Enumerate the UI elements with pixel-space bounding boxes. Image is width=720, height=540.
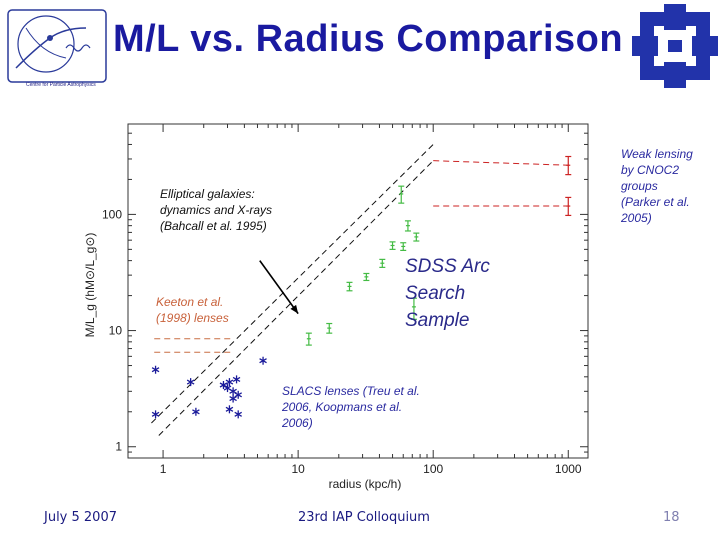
slacs-asterisk-point <box>229 394 237 403</box>
annotation-sdss: SDSS Arc Search Sample <box>405 256 495 331</box>
weak-lensing-errorbar-point <box>565 196 572 217</box>
axes: 1 10 100 1000 1 10 100 <box>102 123 589 476</box>
y-tick-label: 100 <box>102 207 122 221</box>
slacs-asterisk-point <box>232 375 241 384</box>
annotation-sdss-line3: Sample <box>405 310 469 331</box>
sdss-errorbar-point <box>389 241 396 250</box>
asterisk-stroke <box>232 376 241 382</box>
annotation-elliptical: Elliptical galaxies: dynamics and X-rays… <box>160 187 275 233</box>
annotation-elliptical-line2: dynamics and X-rays <box>160 203 272 217</box>
asterisk-stroke <box>259 358 267 364</box>
annotation-elliptical-line1: Elliptical galaxies: <box>160 187 255 201</box>
asterisk-stroke <box>192 409 200 415</box>
cpa-logo-caption: Centre for Particle Astrophysics <box>26 82 96 88</box>
arrow-head <box>290 304 299 314</box>
asterisk-stroke <box>234 392 243 398</box>
sdss-errorbar-point <box>305 332 312 346</box>
slacs-asterisk-point <box>225 378 234 387</box>
asterisk-stroke <box>229 388 237 394</box>
cpa-logo: Centre for Particle Astrophysics <box>6 8 116 92</box>
dashed-guide-line <box>151 144 434 424</box>
x-tick-label: 1000 <box>555 462 582 476</box>
slacs-asterisk-point <box>192 407 200 416</box>
annotation-slacs: SLACS lenses (Treu et al. 2006, Koopmans… <box>281 384 423 430</box>
guide-lines <box>151 144 569 436</box>
sdss-errorbar-point <box>326 322 333 334</box>
plot-frame <box>127 123 589 459</box>
sdss-errorbar-point <box>398 185 405 204</box>
annotation-weak-lensing-line3: groups <box>621 179 658 193</box>
sdss-errorbar-point <box>363 272 370 282</box>
slacs-asterisk-point <box>151 365 160 374</box>
annotation-keeton-line1: Keeton et al. <box>156 295 223 309</box>
sdss-errorbar-point <box>404 220 411 232</box>
slacs-asterisk-point <box>234 410 243 419</box>
slacs-asterisk-point <box>234 390 243 399</box>
cpa-logo-graphic <box>7 9 107 83</box>
fermilab-logo <box>630 2 720 90</box>
weak-lensing-errorbar-point <box>565 155 572 176</box>
sdss-errorbar-point <box>346 281 353 292</box>
asterisk-stroke <box>151 411 160 417</box>
footer-conference: 23rd IAP Colloquium <box>298 510 430 525</box>
annotation-slacs-line3: 2006) <box>281 416 313 430</box>
annotation-weak-lensing-line1: Weak lensing <box>621 147 693 161</box>
annotation-slacs-line2: 2006, Koopmans et al. <box>281 400 402 414</box>
slacs-asterisk-point <box>151 410 160 419</box>
footer-page-number: 18 <box>663 510 680 525</box>
annotation-weak-lensing-line2: by CNOC2 <box>621 163 679 177</box>
sdss-errorbar-point <box>400 242 407 251</box>
sdss-errorbar-point <box>379 258 386 268</box>
data-points <box>151 155 572 419</box>
y-axis-label: M/L_g (hM⊙/L_g⊙) <box>83 233 97 338</box>
asterisk-stroke <box>186 379 195 385</box>
x-tick-label: 10 <box>291 462 305 476</box>
slide-title: M/L vs. Radius Comparison <box>112 18 624 60</box>
dashed-guide-line <box>158 160 434 436</box>
slacs-asterisk-point <box>186 378 195 387</box>
asterisk-stroke <box>225 379 234 385</box>
x-axis-label: radius (kpc/h) <box>329 477 402 491</box>
x-tick-label: 1 <box>160 462 167 476</box>
asterisk-stroke <box>151 367 160 373</box>
annotation-arrow <box>259 260 299 315</box>
annotation-slacs-line1: SLACS lenses (Treu et al. <box>282 384 420 398</box>
annotation-keeton: Keeton et al. (1998) lenses <box>156 295 229 325</box>
asterisk-stroke <box>234 411 243 417</box>
asterisk-stroke <box>223 385 232 391</box>
annotation-elliptical-line3: (Bahcall et al. 1995) <box>160 219 267 233</box>
sdss-errorbar-point <box>413 232 420 242</box>
asterisk-stroke <box>229 395 237 402</box>
y-tick-label: 1 <box>115 440 122 454</box>
asterisk-stroke <box>225 406 234 412</box>
annotation-weak-lensing: Weak lensing by CNOC2 groups (Parker et … <box>620 147 696 225</box>
slacs-asterisk-point <box>225 405 234 414</box>
y-tick-label: 10 <box>109 324 123 338</box>
footer-date: July 5 2007 <box>44 510 117 525</box>
annotation-keeton-line2: (1998) lenses <box>156 311 229 325</box>
dashed-guide-line <box>433 160 569 166</box>
slacs-asterisk-point <box>229 387 237 396</box>
sdss-errorbar-point <box>410 297 417 320</box>
x-tick-label: 100 <box>423 462 443 476</box>
arrow-shaft <box>259 260 299 315</box>
slacs-asterisk-point <box>259 356 267 365</box>
fermilab-logo-graphic <box>632 4 718 88</box>
annotation-sdss-line2: Search <box>405 283 465 304</box>
annotation-sdss-line1: SDSS Arc <box>405 256 490 277</box>
annotation-weak-lensing-line4: (Parker et al. <box>621 195 690 209</box>
annotation-weak-lensing-line5: 2005) <box>620 211 652 225</box>
